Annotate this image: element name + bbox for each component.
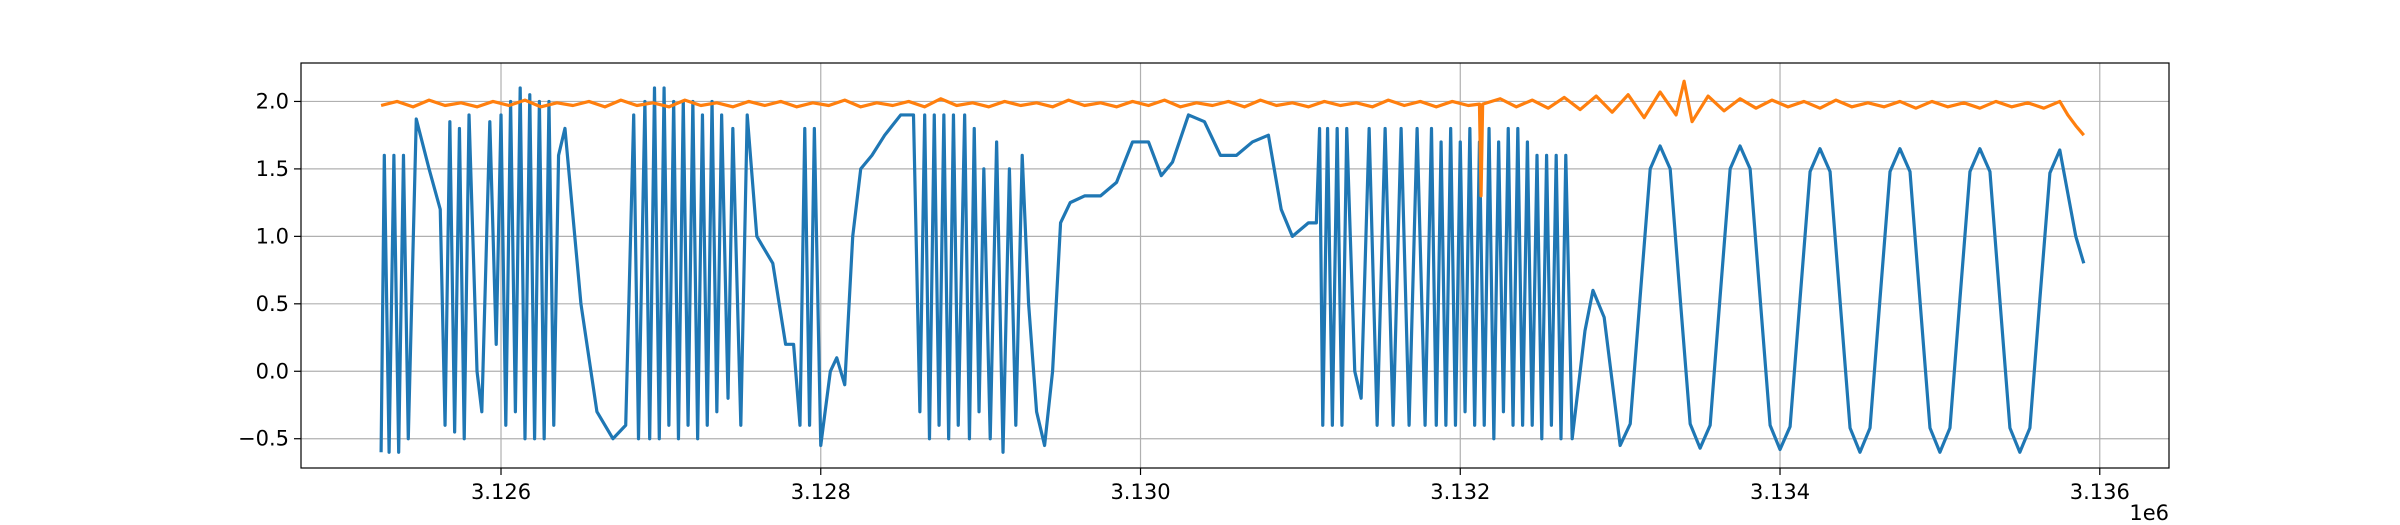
plot-area	[379, 79, 2086, 454]
y-tick-label: −0.5	[238, 427, 289, 451]
x-tick-label: 3.132	[1430, 480, 1490, 504]
axes-frame	[300, 62, 2170, 469]
series-line	[380, 79, 2086, 198]
ticks: 3.126 3.128 3.130 3.132 3.134 3.136 −0.5 0.0 0.5…	[238, 89, 2130, 504]
grid	[301, 63, 2169, 468]
y-tick-label: 0.0	[256, 359, 289, 383]
x-tick-label: 3.134	[1750, 480, 1810, 504]
y-tick-label: 1.5	[256, 157, 289, 181]
x-tick-label: 3.130	[1110, 480, 1170, 504]
series-line	[379, 86, 2086, 454]
x-tick-label: 3.128	[791, 480, 851, 504]
x-tick-label: 3.136	[2070, 480, 2130, 504]
x-tick-label: 3.126	[471, 480, 531, 504]
y-tick-label: 2.0	[256, 89, 289, 113]
y-tick-label: 0.5	[256, 292, 289, 316]
y-tick-label: 1.0	[256, 224, 289, 248]
x-offset-label: 1e6	[2129, 501, 2169, 525]
